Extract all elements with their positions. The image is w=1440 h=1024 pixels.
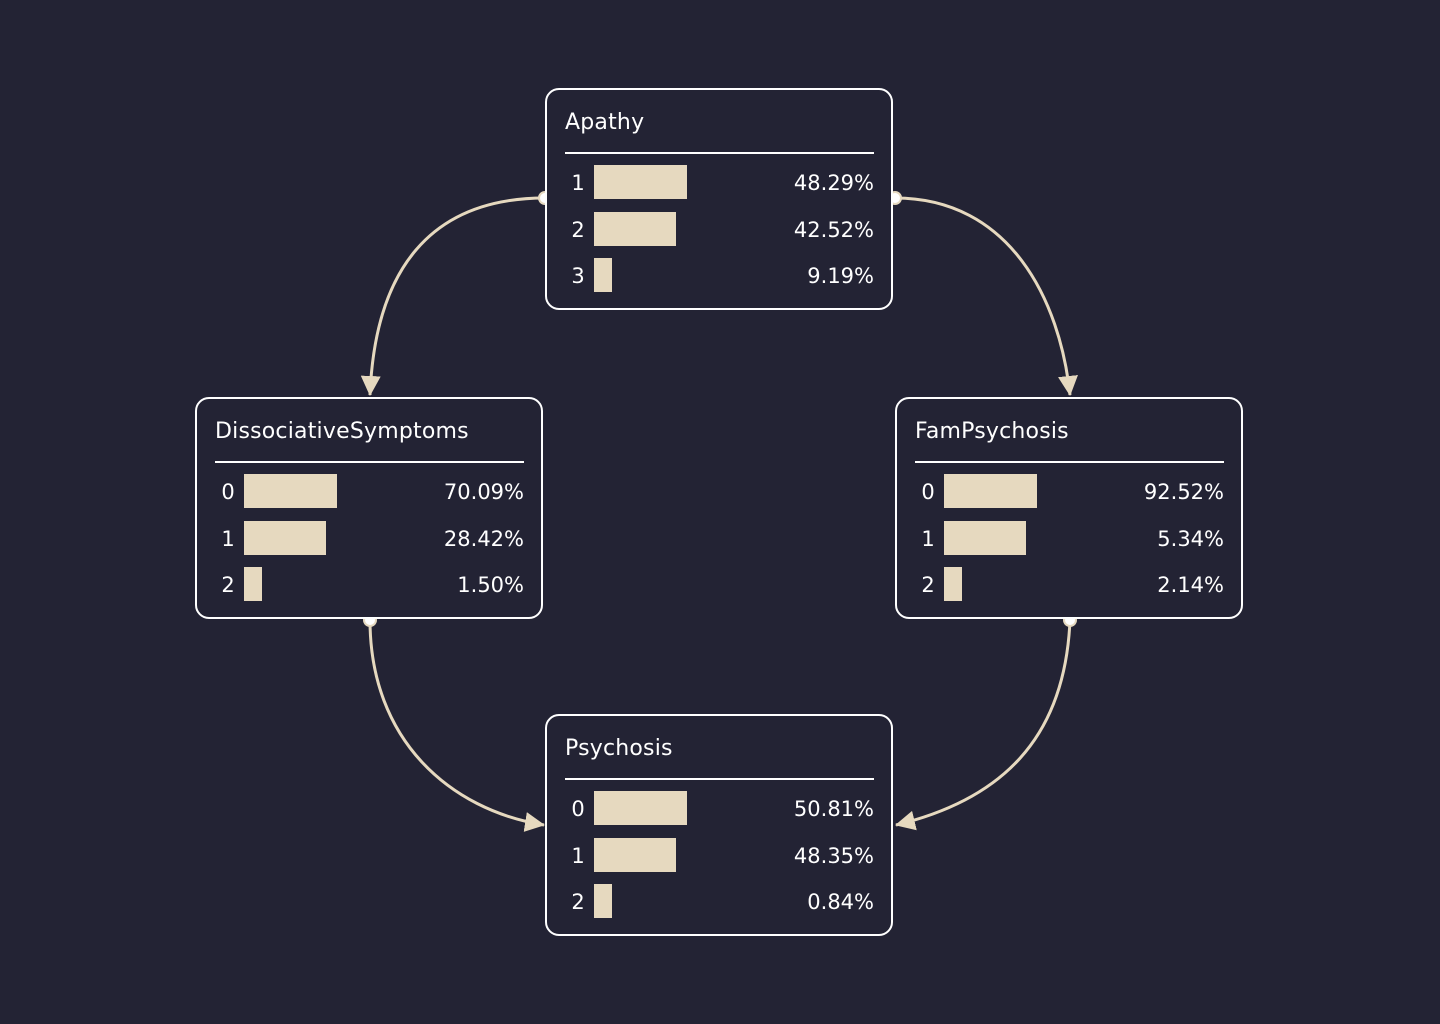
edge-fampsychosis-psychosis[interactable] bbox=[895, 619, 1072, 831]
probability-value: 9.19% bbox=[807, 264, 874, 288]
probability-bar bbox=[594, 791, 687, 825]
title-divider bbox=[915, 461, 1224, 463]
node-title: Apathy bbox=[565, 110, 645, 135]
state-row: 0 70.09% bbox=[215, 474, 524, 510]
state-row: 1 28.42% bbox=[215, 521, 524, 557]
state-label: 1 bbox=[221, 527, 235, 551]
node-dissociative-symptoms[interactable]: DissociativeSymptoms 0 70.09% 1 28.42% 2… bbox=[195, 397, 543, 619]
state-label: 1 bbox=[921, 527, 935, 551]
state-label: 1 bbox=[571, 171, 585, 195]
state-row: 0 92.52% bbox=[915, 474, 1224, 510]
state-label: 3 bbox=[571, 264, 585, 288]
state-row: 2 0.84% bbox=[565, 884, 874, 920]
probability-bar bbox=[594, 258, 612, 292]
probability-bar bbox=[944, 474, 1037, 508]
probability-value: 0.84% bbox=[807, 890, 874, 914]
state-row: 3 9.19% bbox=[565, 258, 874, 294]
probability-value: 28.42% bbox=[443, 527, 524, 551]
node-title: Psychosis bbox=[565, 736, 673, 761]
state-label: 2 bbox=[571, 218, 585, 242]
node-title: DissociativeSymptoms bbox=[215, 419, 469, 444]
title-divider bbox=[215, 461, 524, 463]
state-label: 0 bbox=[221, 480, 235, 504]
probability-bar bbox=[594, 212, 676, 246]
probability-value: 42.52% bbox=[793, 218, 874, 242]
title-divider bbox=[565, 778, 874, 780]
probability-bar bbox=[944, 567, 962, 601]
probability-value: 50.81% bbox=[793, 797, 874, 821]
probability-bar bbox=[244, 521, 326, 555]
probability-value: 48.29% bbox=[793, 171, 874, 195]
probability-bar bbox=[594, 838, 676, 872]
edge-dissociative-psychosis[interactable] bbox=[368, 619, 545, 832]
probability-bar bbox=[244, 474, 337, 508]
state-label: 0 bbox=[921, 480, 935, 504]
state-label: 2 bbox=[221, 573, 235, 597]
state-label: 0 bbox=[571, 797, 585, 821]
probability-value: 70.09% bbox=[443, 480, 524, 504]
probability-value: 1.50% bbox=[457, 573, 524, 597]
probability-value: 5.34% bbox=[1157, 527, 1224, 551]
node-psychosis[interactable]: Psychosis 0 50.81% 1 48.35% 2 0.84% bbox=[545, 714, 893, 936]
edge-apathy-dissociative[interactable] bbox=[360, 196, 546, 396]
probability-bar bbox=[944, 521, 1026, 555]
probability-bar bbox=[594, 884, 612, 918]
state-label: 2 bbox=[921, 573, 935, 597]
node-fam-psychosis[interactable]: FamPsychosis 0 92.52% 1 5.34% 2 2.14% bbox=[895, 397, 1243, 619]
state-label: 2 bbox=[571, 890, 585, 914]
probability-bar bbox=[594, 165, 687, 199]
state-row: 1 5.34% bbox=[915, 521, 1224, 557]
edge-apathy-fampsychosis[interactable] bbox=[894, 196, 1078, 396]
state-row: 1 48.29% bbox=[565, 165, 874, 201]
state-label: 1 bbox=[571, 844, 585, 868]
probability-value: 48.35% bbox=[793, 844, 874, 868]
node-apathy[interactable]: Apathy 1 48.29% 2 42.52% 3 9.19% bbox=[545, 88, 893, 310]
probability-value: 92.52% bbox=[1143, 480, 1224, 504]
state-row: 2 1.50% bbox=[215, 567, 524, 603]
state-row: 1 48.35% bbox=[565, 838, 874, 874]
state-row: 2 42.52% bbox=[565, 212, 874, 248]
probability-value: 2.14% bbox=[1157, 573, 1224, 597]
probability-bar bbox=[244, 567, 262, 601]
state-row: 0 50.81% bbox=[565, 791, 874, 827]
title-divider bbox=[565, 152, 874, 154]
node-title: FamPsychosis bbox=[915, 419, 1069, 444]
state-row: 2 2.14% bbox=[915, 567, 1224, 603]
